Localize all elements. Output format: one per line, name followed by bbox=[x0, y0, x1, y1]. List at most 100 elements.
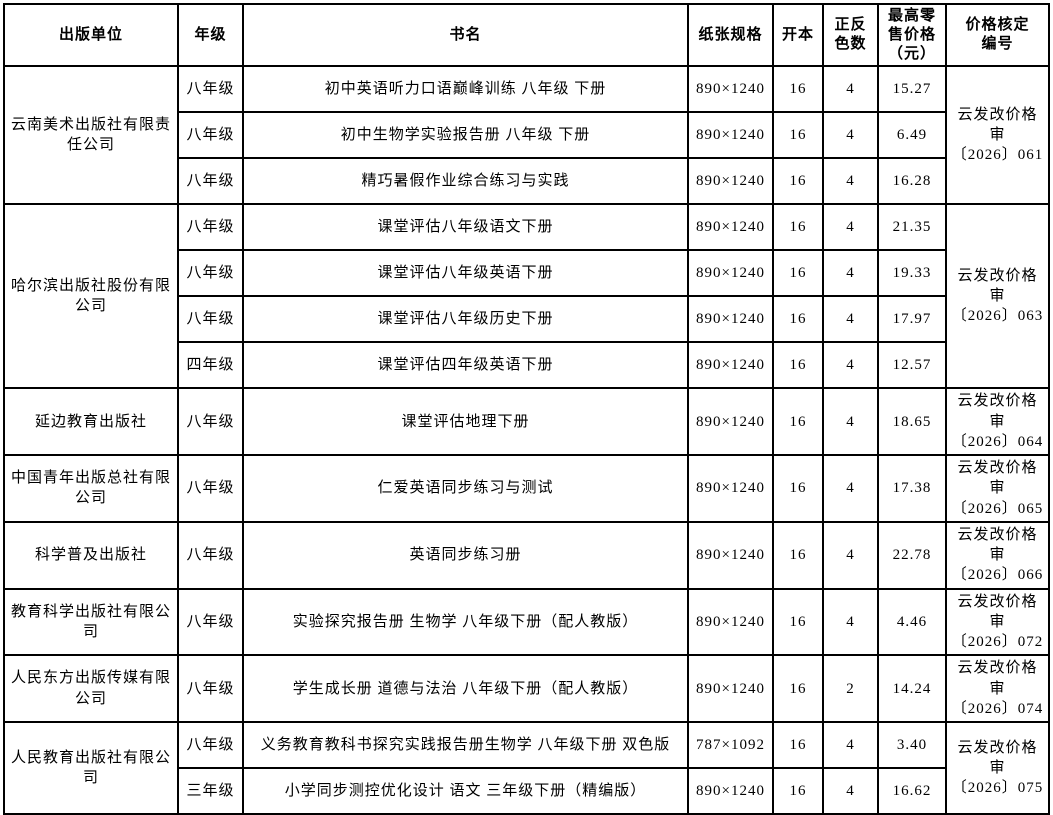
column-header-spec: 纸张规格 bbox=[687, 2, 774, 68]
spec-cell: 787×1092 bbox=[687, 721, 774, 769]
spec-cell: 890×1240 bbox=[687, 387, 774, 456]
price-cell: 4.46 bbox=[877, 587, 947, 657]
format-cell: 16 bbox=[772, 249, 824, 298]
spec-cell: 890×1240 bbox=[687, 295, 774, 344]
colors-cell: 4 bbox=[822, 387, 879, 456]
title-cell: 课堂评估八年级历史下册 bbox=[242, 295, 689, 344]
grade-cell: 八年级 bbox=[177, 654, 244, 723]
spec-cell: 890×1240 bbox=[687, 767, 774, 815]
colors-cell: 4 bbox=[822, 249, 879, 298]
spec-cell: 890×1240 bbox=[687, 520, 774, 590]
colors-cell: 4 bbox=[822, 454, 879, 523]
publisher-cell: 人民东方出版传媒有限 公司 bbox=[3, 654, 179, 723]
price-cell: 12.57 bbox=[877, 341, 947, 390]
grade-cell: 八年级 bbox=[177, 721, 244, 769]
table-row: 八年级 课堂评估八年级英语下册 890×1240 16 4 19.33 bbox=[4, 249, 1049, 298]
format-cell: 16 bbox=[772, 203, 824, 252]
table-row: 人民教育出版社有限公 司八年级 义务教育教科书探究实践报告册生物学 八年级下册 双… bbox=[3, 721, 1050, 815]
column-header-grade: 年级 bbox=[177, 2, 244, 68]
price-cell: 6.49 bbox=[877, 111, 947, 160]
column-header-colors: 正反 色数 bbox=[822, 2, 879, 68]
price-code-cell: 云发改价格审 〔2026〕072 bbox=[945, 587, 1050, 657]
textbook-price-table: 出版单位 年级 书名 纸张规格 开本 正反 色数 最高零 售价格 （元） 价格核定 编号 云南… bbox=[3, 2, 1050, 815]
spec-cell: 890×1240 bbox=[687, 587, 774, 657]
column-header-title: 书名 bbox=[242, 2, 689, 68]
price-cell: 17.38 bbox=[877, 454, 947, 523]
price-cell: 22.78 bbox=[877, 520, 947, 590]
grade-cell: 八年级 bbox=[177, 111, 244, 160]
grade-cell: 八年级 bbox=[177, 157, 244, 206]
publisher-cell: 教育科学出版社有限公 司 bbox=[3, 587, 179, 657]
title-cell: 课堂评估四年级英语下册 bbox=[242, 341, 689, 390]
spec-cell: 890×1240 bbox=[687, 249, 774, 298]
price-cell: 3.40 bbox=[877, 721, 947, 769]
title-cell: 初中英语听力口语巅峰训练 八年级 下册 bbox=[242, 65, 689, 114]
price-code-cell: 云发改价格审 〔2026〕065 bbox=[945, 454, 1050, 523]
table-row: 四年级 课堂评估四年级英语下册 890×1240 16 4 12.57 bbox=[4, 341, 1049, 390]
column-header-code: 价格核定 编号 bbox=[945, 2, 1050, 68]
title-cell: 课堂评估八年级英语下册 bbox=[242, 249, 689, 298]
table-header-row: 出版单位 年级 书名 纸张规格 开本 正反 色数 最高零 售价格 （元） 价格核定 编号 bbox=[3, 2, 1050, 68]
colors-cell: 4 bbox=[822, 341, 879, 390]
grade-cell: 八年级 bbox=[177, 65, 244, 114]
table-row: 云南美术出版社有限责 任公司 八年级 初中英语听力口语巅峰训练 八年级 下册 890×… bbox=[3, 65, 1050, 206]
table-row: 哈尔滨出版社股份有限 公司 八年级 课堂评估八年级语文下册 890×1240 16 4 21… bbox=[3, 203, 1050, 390]
colors-cell: 4 bbox=[822, 767, 879, 815]
price-cell: 17.97 bbox=[877, 295, 947, 344]
format-cell: 16 bbox=[772, 295, 824, 344]
table-row: 科学普及出版社 八年级 英语同步练习册 890×1240 16 4 22.78 云发改价格审 … bbox=[3, 520, 1050, 590]
price-cell: 21.35 bbox=[877, 203, 947, 252]
publisher-cell: 中国青年出版总社有限 公司 bbox=[3, 454, 179, 523]
price-code-cell: 云发改价格审 〔2026〕066 bbox=[945, 520, 1050, 590]
price-cell: 16.62 bbox=[877, 767, 947, 815]
column-header-format: 开本 bbox=[772, 2, 824, 68]
spec-cell: 890×1240 bbox=[687, 203, 774, 252]
publisher-cell: 人民教育出版社有限公 司 bbox=[3, 721, 179, 815]
grade-cell: 八年级 bbox=[177, 249, 244, 298]
colors-cell: 4 bbox=[822, 157, 879, 206]
format-cell: 16 bbox=[772, 587, 824, 657]
spec-cell: 890×1240 bbox=[687, 157, 774, 206]
price-code-cell: 云发改价格审 〔2026〕063 bbox=[945, 203, 1050, 390]
title-cell: 精巧暑假作业综合练习与实践 bbox=[242, 157, 689, 206]
table-row: 教育科学出版社有限公 司八年级 实验探究报告册 生物学 八年级下册（配人教版） 89… bbox=[3, 587, 1050, 657]
format-cell: 16 bbox=[772, 654, 824, 723]
title-cell: 义务教育教科书探究实践报告册生物学 八年级下册 双色版 bbox=[242, 721, 689, 769]
title-cell: 学生成长册 道德与法治 八年级下册（配人教版） bbox=[242, 654, 689, 723]
format-cell: 16 bbox=[772, 387, 824, 456]
table-row: 八年级 课堂评估八年级历史下册 890×1240 16 4 17.97 bbox=[4, 295, 1049, 344]
price-cell: 18.65 bbox=[877, 387, 947, 456]
table-row: 八年级 精巧暑假作业综合练习与实践 890×1240 16 4 16.28 bbox=[4, 157, 1049, 206]
column-header-publisher: 出版单位 bbox=[3, 2, 179, 68]
colors-cell: 2 bbox=[822, 654, 879, 723]
title-cell: 课堂评估八年级语文下册 bbox=[242, 203, 689, 252]
table-row: 人民东方出版传媒有限 公司 八年级 学生成长册 道德与法治 八年级下册（配人教版） 8… bbox=[3, 654, 1050, 723]
format-cell: 16 bbox=[772, 767, 824, 815]
price-code-cell: 云发改价格审 〔2026〕061 bbox=[945, 65, 1050, 206]
grade-cell: 八年级 bbox=[177, 387, 244, 456]
format-cell: 16 bbox=[772, 454, 824, 523]
grade-cell: 八年级 bbox=[177, 587, 244, 657]
price-code-cell: 云发改价格审 〔2026〕075 bbox=[945, 721, 1050, 815]
spec-cell: 890×1240 bbox=[687, 454, 774, 523]
price-cell: 14.24 bbox=[877, 654, 947, 723]
title-cell: 实验探究报告册 生物学 八年级下册（配人教版） bbox=[242, 587, 689, 657]
spec-cell: 890×1240 bbox=[687, 111, 774, 160]
publisher-cell: 哈尔滨出版社股份有限 公司 bbox=[3, 203, 179, 390]
format-cell: 16 bbox=[772, 111, 824, 160]
format-cell: 16 bbox=[772, 157, 824, 206]
grade-cell: 三年级 bbox=[177, 767, 244, 815]
title-cell: 课堂评估地理下册 bbox=[242, 387, 689, 456]
grade-cell: 八年级 bbox=[177, 295, 244, 344]
grade-cell: 八年级 bbox=[177, 454, 244, 523]
table-body: 云南美术出版社有限责 任公司 八年级 初中英语听力口语巅峰训练 八年级 下册 890×… bbox=[3, 65, 1050, 815]
colors-cell: 4 bbox=[822, 721, 879, 769]
colors-cell: 4 bbox=[822, 111, 879, 160]
grade-cell: 八年级 bbox=[177, 203, 244, 252]
title-cell: 小学同步测控优化设计 语文 三年级下册（精编版） bbox=[242, 767, 689, 815]
colors-cell: 4 bbox=[822, 587, 879, 657]
price-cell: 16.28 bbox=[877, 157, 947, 206]
format-cell: 16 bbox=[772, 341, 824, 390]
price-cell: 19.33 bbox=[877, 249, 947, 298]
table-row: 延边教育出版社 八年级 课堂评估地理下册 890×1240 16 4 18.65 云发改价格审… bbox=[3, 387, 1050, 456]
